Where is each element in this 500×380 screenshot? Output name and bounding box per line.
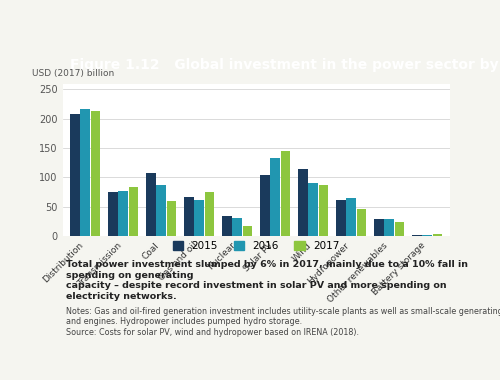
Bar	[318, 185, 328, 236]
Bar	[270, 158, 280, 236]
Bar	[374, 219, 384, 236]
Bar	[384, 219, 394, 236]
Bar	[412, 235, 422, 236]
Bar	[108, 192, 118, 236]
Bar	[90, 111, 101, 236]
Text: Total power investment slumped by 6% in 2017, mainly due to a 10% fall in spendi: Total power investment slumped by 6% in …	[66, 260, 468, 301]
Bar	[118, 191, 128, 236]
Bar	[394, 222, 404, 236]
Bar	[260, 175, 270, 236]
Text: Notes: Gas and oil-fired generation investment includes utility-scale plants as : Notes: Gas and oil-fired generation inve…	[66, 307, 500, 337]
Bar	[432, 234, 442, 236]
Bar	[242, 226, 252, 236]
Bar	[80, 109, 90, 236]
Bar	[280, 151, 290, 236]
Bar	[308, 182, 318, 236]
Bar	[232, 218, 242, 236]
Bar	[356, 209, 366, 236]
Bar	[166, 201, 176, 236]
Bar	[194, 200, 204, 236]
Bar	[156, 185, 166, 236]
Bar	[222, 217, 232, 236]
Bar	[184, 196, 194, 236]
Legend: 2015, 2016, 2017: 2015, 2016, 2017	[169, 237, 344, 255]
Bar	[422, 234, 432, 236]
Bar	[204, 193, 214, 236]
Bar	[70, 114, 80, 236]
Bar	[298, 169, 308, 236]
Bar	[128, 187, 138, 236]
Bar	[336, 200, 346, 236]
Text: Figure 1.12   Global investment in the power sector by technology: Figure 1.12 Global investment in the pow…	[70, 58, 500, 71]
Text: USD (2017) billion: USD (2017) billion	[32, 68, 114, 78]
Bar	[346, 198, 356, 236]
Bar	[146, 173, 156, 236]
